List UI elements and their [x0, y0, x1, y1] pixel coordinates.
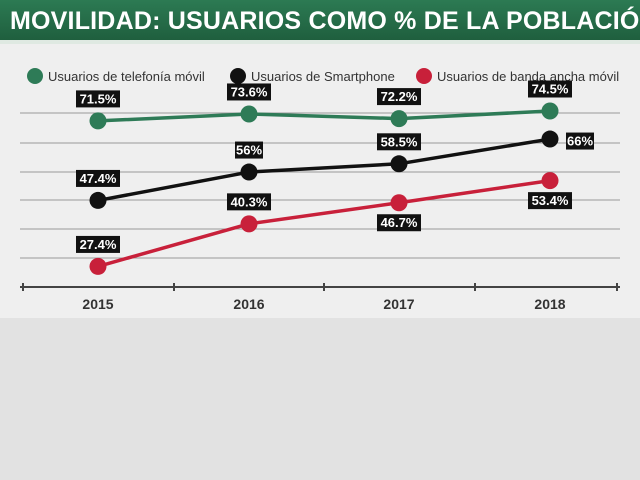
data-label-box: [377, 133, 421, 151]
legend-label: Usuarios de telefonía móvil: [48, 69, 205, 84]
data-point: [240, 105, 258, 123]
data-label-text: 27.4%: [80, 237, 117, 252]
legend-label: Usuarios de Smartphone: [251, 69, 395, 84]
legend-marker: [416, 68, 432, 84]
series-line-usuarios-de-smartphone: [96, 137, 552, 203]
data-label: 58.5%: [377, 133, 421, 151]
data-label: 74.5%: [528, 80, 572, 98]
data-label-text: 53.4%: [532, 193, 569, 208]
data-label: 27.4%: [76, 235, 120, 253]
data-label-box: [76, 90, 120, 108]
data-label-text: 46.7%: [381, 215, 418, 230]
series-line-usuarios-de-telefonia-movil: [96, 109, 552, 123]
legend: Usuarios de telefonía móvil Usuarios de S…: [27, 68, 619, 84]
lower-panel: [0, 318, 640, 480]
data-point: [89, 112, 107, 130]
data-label-box: [227, 83, 271, 101]
data-label-text: 58.5%: [381, 134, 418, 149]
data-label: 47.4%: [76, 169, 120, 187]
data-point: [390, 155, 408, 173]
data-point: [89, 191, 107, 209]
data-label: 40.3%: [227, 193, 271, 211]
data-point: [390, 110, 408, 128]
x-tick-label: 2017: [383, 296, 414, 312]
legend-label: Usuarios de banda ancha móvil: [437, 69, 619, 84]
x-tick-label: 2016: [233, 296, 264, 312]
x-tick-label: 2015: [82, 296, 113, 312]
data-label-text: 56%: [236, 143, 262, 158]
data-point: [240, 163, 258, 181]
legend-marker: [230, 68, 246, 84]
legend-item-usuarios-de-smartphone: Usuarios de Smartphone: [230, 68, 395, 84]
data-label: 73.6%: [227, 83, 271, 101]
series-line-usuarios-de-banda-ancha-movil: [96, 178, 552, 269]
data-label: 56%: [235, 141, 263, 159]
data-point: [541, 102, 559, 120]
data-point: [541, 130, 559, 148]
data-label: 53.4%: [528, 192, 572, 210]
data-label-text: 74.5%: [532, 82, 569, 97]
data-label-box: [76, 169, 120, 187]
data-points: [89, 102, 559, 275]
data-label-text: 47.4%: [80, 171, 117, 186]
data-label: 71.5%: [76, 90, 120, 108]
data-labels: 71.5% 73.6% 72.2% 74.5% 47.4% 56% 58.5% 66% 27.4…: [76, 80, 594, 253]
header-bar: MOVILIDAD: USUARIOS COMO % DE LA POBLACI…: [0, 0, 640, 44]
data-label-box: [377, 214, 421, 232]
series-lines: [96, 109, 552, 269]
data-label-box: [528, 192, 572, 210]
data-label-box: [528, 80, 572, 98]
data-label-box: [235, 141, 263, 159]
legend-item-usuarios-de-telefonia-movil: Usuarios de telefonía móvil: [27, 68, 205, 84]
x-tick-label: 2018: [534, 296, 565, 312]
data-label-text: 72.2%: [381, 89, 418, 104]
data-label-text: 40.3%: [231, 194, 268, 209]
data-point: [541, 172, 559, 190]
data-point: [390, 194, 408, 212]
x-axis: 2015 2016 2017 2018: [20, 283, 620, 312]
data-label: 46.7%: [377, 214, 421, 232]
data-label: 66%: [566, 132, 594, 150]
data-label-box: [227, 193, 271, 211]
data-label-box: [566, 132, 594, 150]
data-label-text: 73.6%: [231, 84, 268, 99]
data-label-box: [377, 88, 421, 106]
data-label-text: 71.5%: [80, 91, 117, 106]
data-point: [89, 257, 107, 275]
data-label-box: [76, 235, 120, 253]
data-label: 72.2%: [377, 88, 421, 106]
data-label-text: 66%: [567, 134, 593, 149]
page-title: MOVILIDAD: USUARIOS COMO % DE LA POBLACI…: [10, 7, 640, 35]
legend-marker: [27, 68, 43, 84]
data-point: [240, 215, 258, 233]
legend-item-usuarios-de-banda-ancha-movil: Usuarios de banda ancha móvil: [416, 68, 619, 84]
